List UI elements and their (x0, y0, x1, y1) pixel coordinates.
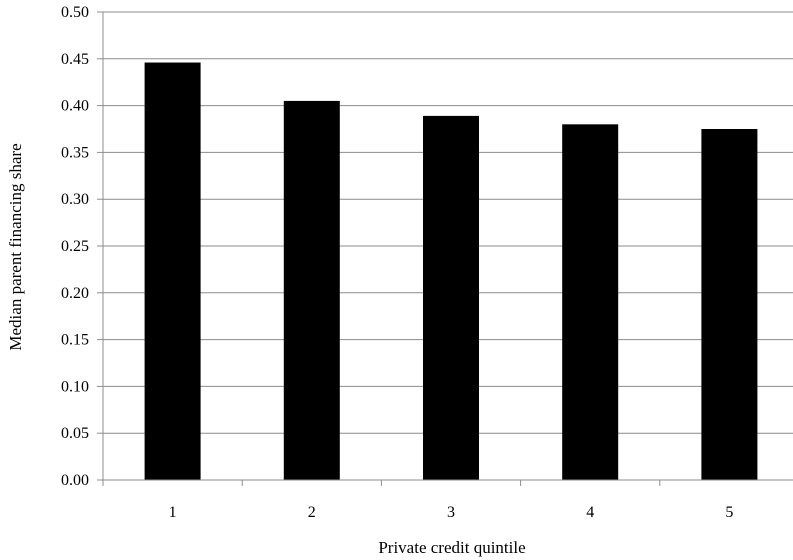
y-tick-label: 0.05 (61, 425, 89, 442)
y-tick-label: 0.25 (61, 238, 89, 255)
y-tick-label: 0.15 (61, 332, 89, 349)
x-tick-label: 5 (725, 504, 733, 521)
y-tick-label: 0.20 (61, 285, 89, 302)
y-tick-label: 0.10 (61, 378, 89, 395)
y-tick-label: 0.00 (61, 472, 89, 489)
axes (102, 12, 793, 486)
y-tick-label: 0.40 (61, 98, 89, 115)
y-tick-label: 0.30 (61, 191, 89, 208)
bar-3 (423, 115, 479, 481)
bars (144, 62, 758, 481)
y-tick-label: 0.50 (61, 4, 89, 21)
x-tick-label: 2 (308, 504, 316, 521)
y-tick-label: 0.35 (61, 144, 89, 161)
bar-5 (701, 129, 758, 480)
y-tick-labels: 0.00 0.05 0.10 0.15 0.20 0.25 0.30 0.35 0.40 0.45… (61, 4, 89, 489)
x-tick-label: 4 (586, 504, 594, 521)
y-axis-label: Median parent financing share (6, 143, 25, 350)
y-tick-label: 0.45 (61, 51, 89, 68)
bar-4 (562, 124, 619, 480)
x-tick-label: 1 (169, 504, 177, 521)
bar-1 (144, 62, 201, 480)
x-tick-labels: 1 2 3 4 5 (169, 504, 734, 521)
x-tick-label: 3 (447, 504, 455, 521)
x-axis-label: Private credit quintile (378, 538, 525, 557)
bar-2 (283, 100, 340, 481)
